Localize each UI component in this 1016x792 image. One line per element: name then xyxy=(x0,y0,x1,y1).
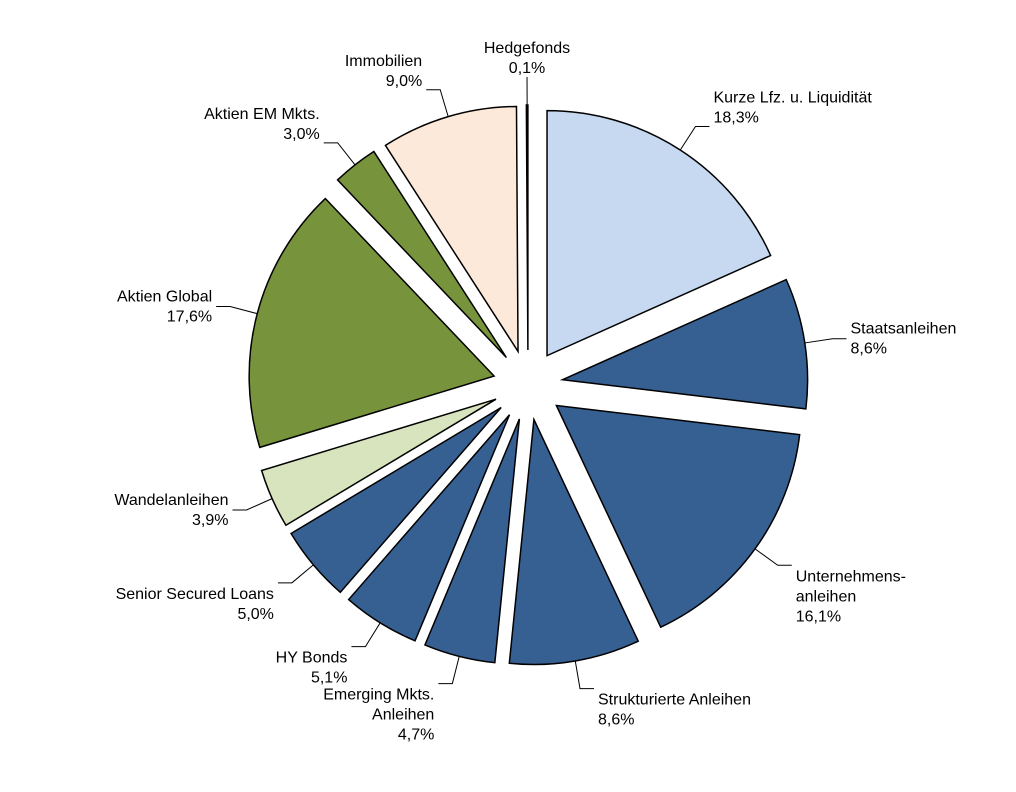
pie-slice xyxy=(260,398,497,527)
category-label: Immobilien xyxy=(345,53,422,70)
leader-line xyxy=(754,548,792,566)
category-label-line: Wandelanleihen xyxy=(114,492,228,509)
leader-line xyxy=(438,656,460,685)
pie-slice xyxy=(248,197,496,449)
value-label: 4,7% xyxy=(398,727,434,744)
category-label: Aktien EM Mkts. xyxy=(204,106,320,123)
category-label-line: Immobilien xyxy=(345,53,422,70)
leader-line xyxy=(351,622,381,648)
category-label: Wandelanleihen xyxy=(114,492,228,509)
leader-line xyxy=(426,89,449,117)
leader-line xyxy=(574,660,595,690)
category-label: Staatsanleihen xyxy=(851,321,957,338)
value-label: 3,0% xyxy=(283,126,319,143)
value-label: 8,6% xyxy=(851,341,887,358)
category-label: HY Bonds xyxy=(276,650,348,667)
category-label-line: Staatsanleihen xyxy=(851,321,957,338)
category-label: Emerging Mkts. Anleihen xyxy=(323,687,434,724)
category-label-line: anleihen xyxy=(796,588,857,605)
pie-slice xyxy=(555,404,801,629)
category-label: Aktien Global xyxy=(117,289,212,306)
category-label-line: Strukturierte Anleihen xyxy=(598,692,751,709)
value-label: 18,3% xyxy=(713,110,758,127)
leader-line xyxy=(277,564,314,584)
category-label-line: Emerging Mkts. xyxy=(323,687,434,704)
category-label-line: Unternehmens- xyxy=(796,568,906,585)
category-label-line: Aktien Global xyxy=(117,289,212,306)
value-label: 9,0% xyxy=(386,73,422,90)
category-label: Senior Secured Loans xyxy=(116,586,274,603)
value-label: 0,1% xyxy=(509,60,545,77)
leader-line xyxy=(232,498,273,511)
pie-slice xyxy=(508,416,640,666)
category-label: Kurze Lfz. u. Liquidität xyxy=(713,90,872,107)
category-label-line: Kurze Lfz. u. Liquidität xyxy=(713,90,872,107)
category-label: Hedgefonds xyxy=(484,40,570,57)
pie-slice xyxy=(347,414,511,642)
leader-line xyxy=(323,142,356,166)
value-label: 3,9% xyxy=(192,512,228,529)
leader-line xyxy=(216,306,258,315)
pie-slice xyxy=(546,109,772,357)
category-label-line: Aktien EM Mkts. xyxy=(204,106,320,123)
pie-slice xyxy=(525,104,529,351)
category-label-line: HY Bonds xyxy=(276,650,348,667)
value-label: 5,0% xyxy=(237,606,273,623)
value-label: 16,1% xyxy=(796,608,841,625)
category-label-line: Anleihen xyxy=(372,707,434,724)
leader-line xyxy=(804,338,847,344)
pie-slice xyxy=(290,406,502,594)
value-label: 5,1% xyxy=(311,670,347,687)
pie-slice xyxy=(559,278,809,410)
value-label: 17,6% xyxy=(167,309,212,326)
category-label: Unternehmens-anleihen xyxy=(796,568,906,605)
category-label-line: Senior Secured Loans xyxy=(116,586,274,603)
leader-line xyxy=(679,126,710,151)
category-label: Strukturierte Anleihen xyxy=(598,692,751,709)
value-label: 8,6% xyxy=(598,712,634,729)
category-label-line: Hedgefonds xyxy=(484,40,570,57)
pie-slice xyxy=(384,105,519,355)
